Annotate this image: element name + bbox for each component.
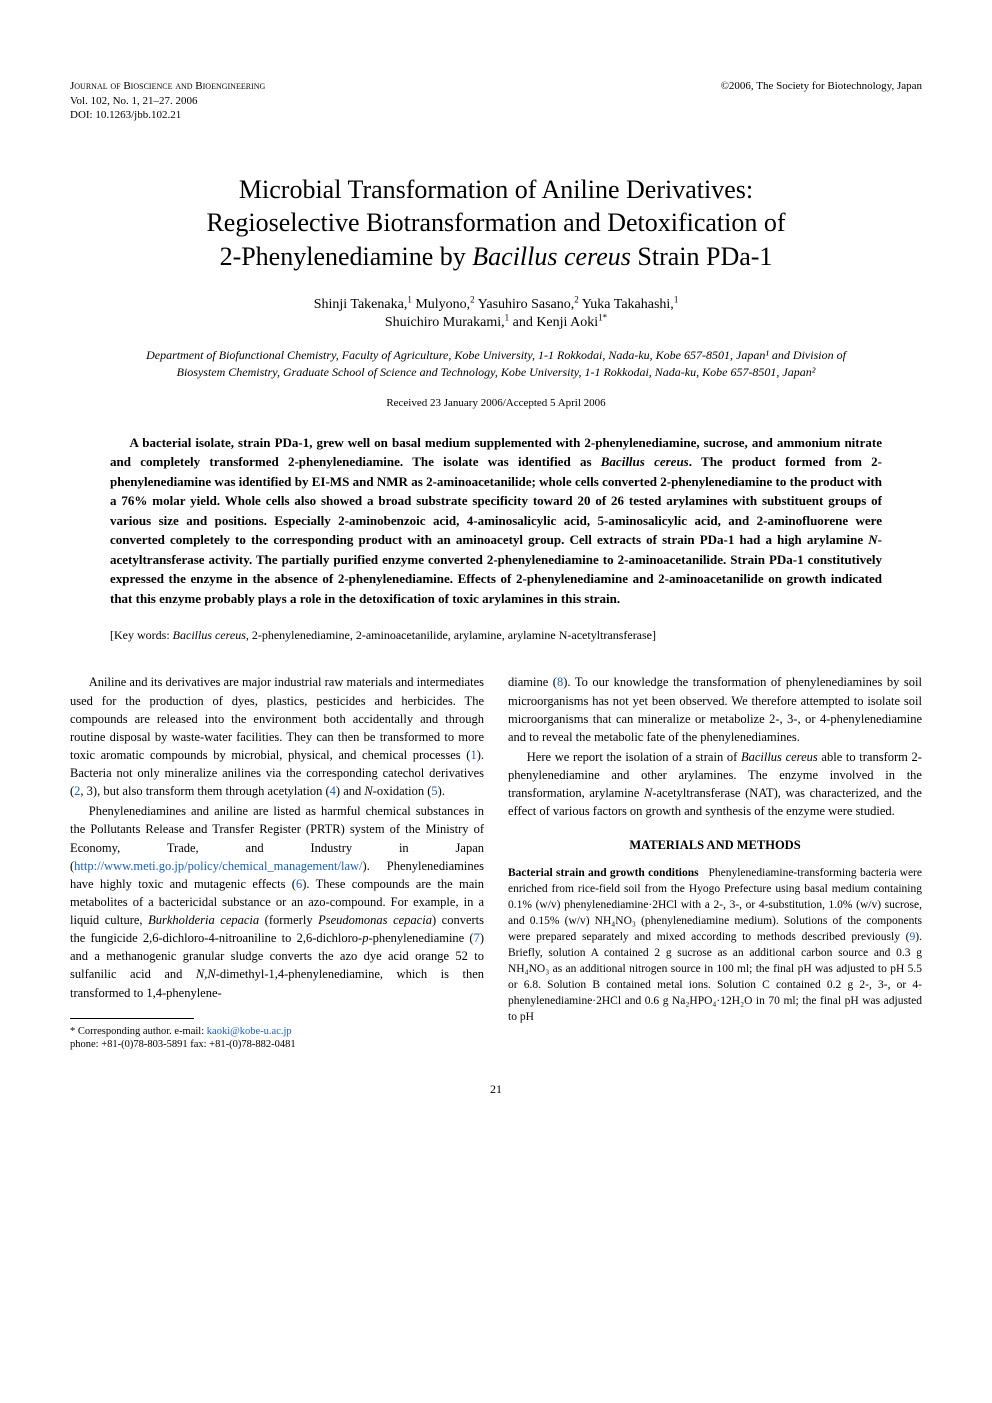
- received-accepted-dates: Received 23 January 2006/Accepted 5 Apri…: [70, 397, 922, 409]
- footnote-separator: [70, 1018, 194, 1019]
- title-line2: Regioselective Biotransformation and Det…: [206, 208, 785, 237]
- paragraph-1: Aniline and its derivatives are major in…: [70, 673, 484, 800]
- external-link-meti[interactable]: http://www.meti.go.jp/policy/chemical_ma…: [74, 859, 362, 873]
- author-5: Shuichiro Murakami,1: [385, 315, 509, 330]
- abstract: A bacterial isolate, strain PDa-1, grew …: [110, 433, 882, 609]
- paragraph-continuation: diamine (8). To our knowledge the transf…: [508, 673, 922, 746]
- left-column: Aniline and its derivatives are major in…: [70, 673, 484, 1052]
- title-line3b: Strain PDa-1: [631, 242, 773, 271]
- section-materials-methods: MATERIALS AND METHODS: [508, 836, 922, 854]
- phone-fax: phone: +81-(0)78-803-5891 fax: +81-(0)78…: [70, 1039, 296, 1050]
- journal-info: Vol. 102, No. 1, 21–27. 2006 DOI: 10.126…: [70, 94, 922, 123]
- copyright: ©2006, The Society for Biotechnology, Ja…: [721, 80, 922, 92]
- corresponding-author-footnote: * Corresponding author. e-mail: kaoki@ko…: [70, 1025, 484, 1052]
- title-line1: Microbial Transformation of Aniline Deri…: [239, 175, 753, 204]
- journal-name: Journal of Bioscience and Bioengineering: [70, 80, 265, 92]
- header-row: Journal of Bioscience and Bioengineering…: [70, 80, 922, 92]
- paragraph-2: Phenylenediamines and aniline are listed…: [70, 802, 484, 1001]
- author-4: Yuka Takahashi,1: [582, 297, 679, 312]
- page-number: 21: [70, 1082, 922, 1097]
- title-species: Bacillus cereus: [472, 242, 631, 271]
- paragraph-3: Here we report the isolation of a strain…: [508, 748, 922, 821]
- email-link[interactable]: kaoki@kobe-u.ac.jp: [207, 1026, 292, 1037]
- authors: Shinji Takenaka,1 Mulyono,2 Yasuhiro Sas…: [70, 294, 922, 331]
- right-column: diamine (8). To our knowledge the transf…: [508, 673, 922, 1052]
- subsection-bacterial-strain: Bacterial strain and growth conditions P…: [508, 865, 922, 1026]
- volume-info: Vol. 102, No. 1, 21–27. 2006: [70, 94, 922, 108]
- body-text: Aniline and its derivatives are major in…: [70, 673, 922, 1052]
- article-title: Microbial Transformation of Aniline Deri…: [70, 173, 922, 274]
- author-6: and Kenji Aoki1*: [513, 315, 608, 330]
- subsection-heading: Bacterial strain and growth conditions: [508, 867, 699, 879]
- affiliations: Department of Biofunctional Chemistry, F…: [70, 347, 922, 381]
- keywords: [Key words: Bacillus cereus, 2-phenylene…: [110, 628, 882, 643]
- author-1: Shinji Takenaka,1: [314, 297, 412, 312]
- title-line3a: 2-Phenylenediamine by: [220, 242, 473, 271]
- author-3: Yasuhiro Sasano,2: [478, 297, 579, 312]
- author-2: Mulyono,2: [415, 297, 474, 312]
- doi: DOI: 10.1263/jbb.102.21: [70, 108, 922, 122]
